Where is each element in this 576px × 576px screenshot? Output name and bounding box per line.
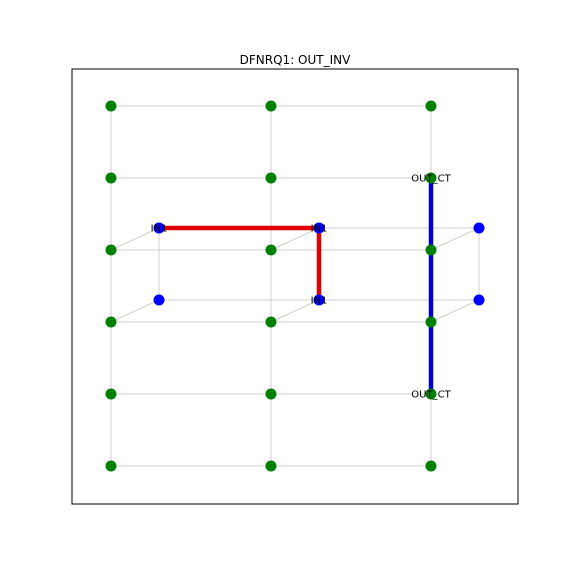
back-node	[153, 294, 165, 306]
grid-node	[105, 388, 117, 400]
node-label: IN1	[151, 224, 168, 235]
grid-edges	[110, 105, 480, 467]
diagram-title: DFNRQ1: OUT_INV	[240, 53, 351, 67]
grid-node	[105, 316, 117, 328]
routes	[156, 175, 434, 397]
back-node	[473, 222, 485, 234]
back-node	[313, 294, 325, 306]
layer-connector-edge	[430, 299, 480, 323]
grid-node	[265, 316, 277, 328]
grid-node	[265, 244, 277, 256]
grid-nodes	[105, 100, 485, 472]
grid-node	[265, 388, 277, 400]
node-label: OUT_CT	[411, 174, 451, 185]
layer-connector-edge	[110, 227, 160, 251]
node-label: IN1	[311, 296, 328, 307]
grid-node	[425, 100, 437, 112]
plot-frame	[71, 68, 519, 505]
back-node	[473, 294, 485, 306]
grid-node	[105, 460, 117, 472]
layer-connector-edge	[270, 227, 320, 251]
grid-node	[425, 172, 437, 184]
grid-node	[425, 388, 437, 400]
back-node	[153, 222, 165, 234]
grid-node	[265, 172, 277, 184]
grid-node	[265, 100, 277, 112]
layer-connector-edge	[110, 299, 160, 323]
node-labels: IN1 IN1 IN1 OUT_CT OUT_CT	[151, 174, 452, 401]
node-label: OUT_CT	[411, 390, 451, 401]
grid-node	[425, 244, 437, 256]
grid-node	[105, 172, 117, 184]
grid-node	[425, 460, 437, 472]
node-label: IN1	[311, 224, 328, 235]
grid-node	[425, 316, 437, 328]
grid-node	[105, 244, 117, 256]
layer-connector-edge	[270, 299, 320, 323]
grid-node	[105, 100, 117, 112]
layer-connector-edge	[430, 227, 480, 251]
back-node	[313, 222, 325, 234]
grid-node	[265, 460, 277, 472]
